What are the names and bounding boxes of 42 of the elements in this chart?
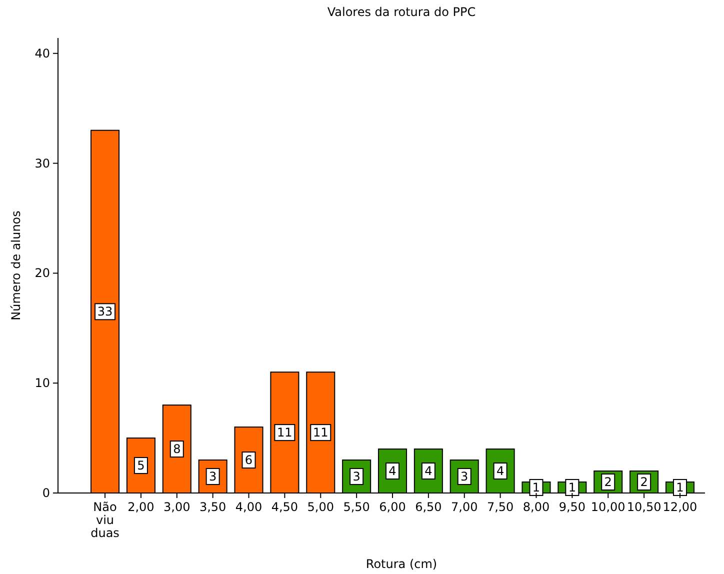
x-tick-label: 12,00 bbox=[662, 500, 698, 514]
x-tick-label: 3,00 bbox=[164, 500, 190, 514]
data-label: 8 bbox=[173, 442, 181, 456]
chart-title: Valores da rotura do PPC bbox=[327, 5, 476, 19]
data-label: 5 bbox=[137, 458, 145, 473]
y-tick-label: 20 bbox=[34, 266, 50, 280]
x-tick-label: 5,00 bbox=[307, 500, 334, 514]
x-tick-label: Não viu duas bbox=[90, 500, 120, 540]
data-label: 3 bbox=[209, 470, 217, 484]
y-tick-label: 30 bbox=[34, 156, 50, 170]
data-label: 4 bbox=[424, 464, 432, 478]
data-label: 33 bbox=[97, 304, 113, 319]
data-label: 2 bbox=[604, 475, 612, 490]
data-label: 1 bbox=[532, 480, 540, 495]
x-tick-label: 7,00 bbox=[451, 500, 478, 514]
x-tick-label: 4,50 bbox=[271, 500, 298, 514]
y-tick-label: 40 bbox=[34, 46, 50, 60]
data-label: 1 bbox=[568, 480, 576, 495]
x-tick-label: 10,50 bbox=[626, 500, 662, 514]
x-tick-label: 4,00 bbox=[235, 500, 262, 514]
data-label: 3 bbox=[460, 470, 468, 484]
data-label: 6 bbox=[244, 453, 253, 468]
x-tick-label: 8,00 bbox=[522, 500, 550, 514]
data-label: 3 bbox=[352, 470, 360, 484]
x-axis-title: Rotura (cm) bbox=[366, 557, 438, 571]
data-label: 4 bbox=[496, 464, 504, 478]
x-tick-label: 3,50 bbox=[199, 500, 226, 514]
y-axis-title: Número de alunos bbox=[9, 210, 23, 320]
x-tick-label: 5,50 bbox=[343, 500, 370, 514]
data-label: 2 bbox=[640, 475, 648, 490]
x-tick-label: 2,00 bbox=[128, 500, 154, 514]
x-tick-label: 7,50 bbox=[486, 500, 514, 514]
x-tick-label: 6,00 bbox=[379, 500, 406, 514]
data-label: 4 bbox=[388, 464, 396, 478]
x-tick-label: 9,50 bbox=[558, 500, 586, 514]
data-label: 1 bbox=[676, 480, 684, 495]
x-tick-label: 10,00 bbox=[590, 500, 626, 514]
data-label: 11 bbox=[277, 426, 292, 440]
y-tick-label: 10 bbox=[34, 376, 50, 390]
x-tick-label: 6,50 bbox=[415, 500, 442, 514]
data-label: 11 bbox=[312, 426, 328, 440]
y-tick-label: 0 bbox=[42, 486, 50, 500]
